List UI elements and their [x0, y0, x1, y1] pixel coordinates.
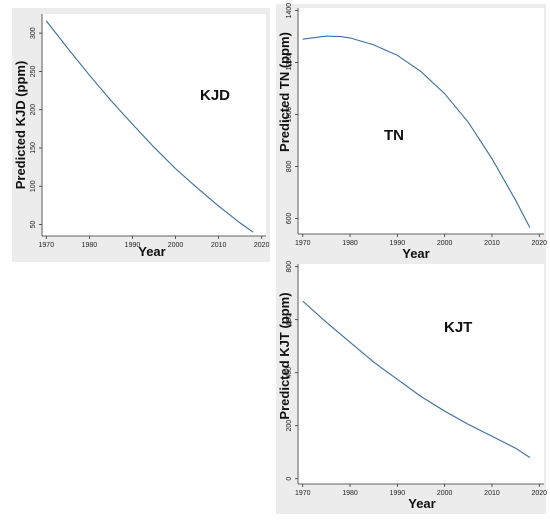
y-tick-label: 150 [30, 142, 37, 154]
panel-label-tn: TN [384, 127, 404, 144]
x-tick-label: 2010 [484, 490, 500, 497]
x-axis-title: Year [402, 246, 429, 261]
x-tick-label: 2020 [531, 240, 547, 247]
chart-kjd: 1970 1980 1990 2000 2010 2020 50 100 150 200 250 30… [13, 14, 270, 259]
y-axis-title: Predicted KJD (ppm) [13, 61, 28, 190]
x-tick-label: 1970 [39, 242, 55, 249]
x-tick-label: 1980 [342, 490, 358, 497]
y-tick-label: 300 [30, 27, 37, 39]
x-tick-label: 1980 [82, 242, 98, 249]
panel-kjt: 1970 1980 1990 2000 2010 2020 0 200 400 600 800 KJT… [276, 261, 547, 514]
x-tick-label: 2000 [437, 240, 453, 247]
chart-kjt: 1970 1980 1990 2000 2010 2020 0 200 400 600 800 KJT… [277, 261, 547, 511]
y-axis-title: Predicted KJT (ppm) [277, 292, 292, 419]
y-tick-label: 100 [30, 180, 37, 192]
y-tick-label: 0 [286, 477, 293, 481]
x-tick-label: 2000 [168, 242, 184, 249]
x-tick-label: 1970 [295, 490, 311, 497]
x-tick-label: 1990 [390, 490, 406, 497]
plot-area-kjd [42, 14, 266, 236]
x-tick-label: 2010 [484, 240, 500, 247]
x-axis-title: Year [138, 244, 165, 259]
panel-label-kjt: KJT [444, 319, 472, 336]
x-tick-label: 1980 [342, 240, 358, 247]
y-tick-label: 250 [30, 65, 37, 77]
series-line-tn [302, 35, 531, 228]
y-tick-label: 1000 [286, 107, 293, 123]
y-axis-title: Predicted TN (ppm) [277, 32, 292, 152]
plot-area-tn [298, 8, 544, 234]
x-tick-label: 2020 [254, 242, 270, 249]
y-tick-label: 50 [30, 221, 37, 229]
chart-tn: 1970 1980 1990 2000 2010 2020 600 800 1000 1200 14… [277, 3, 547, 261]
x-tick-label: 2020 [531, 490, 547, 497]
y-tick-label: 800 [286, 161, 293, 173]
x-axis-title: Year [408, 496, 435, 511]
y-tick-label: 200 [286, 420, 293, 432]
x-tick-label: 1970 [295, 240, 311, 247]
y-tick-label: 600 [286, 314, 293, 326]
x-tick-label: 2010 [211, 242, 227, 249]
y-tick-label: 200 [30, 104, 37, 116]
y-tick-label: 400 [286, 367, 293, 379]
series-line-kjd [45, 20, 254, 233]
panel-label-kjd: KJD [200, 87, 230, 104]
series-line-kjt [302, 300, 531, 458]
y-tick-label: 600 [286, 212, 293, 224]
x-tick-label: 2000 [437, 490, 453, 497]
panel-tn: 1970 1980 1990 2000 2010 2020 600 800 1000 1200 14… [276, 3, 547, 263]
y-tick-label: 1200 [286, 55, 293, 71]
x-tick-label: 1990 [390, 240, 406, 247]
y-tick-label: 800 [286, 261, 293, 273]
panel-kjd: 1970 1980 1990 2000 2010 2020 50 100 150 200 250 30… [12, 8, 270, 262]
x-tick-label: 1990 [125, 242, 141, 249]
y-tick-label: 1400 [286, 3, 293, 19]
plot-area-kjt [298, 264, 544, 484]
